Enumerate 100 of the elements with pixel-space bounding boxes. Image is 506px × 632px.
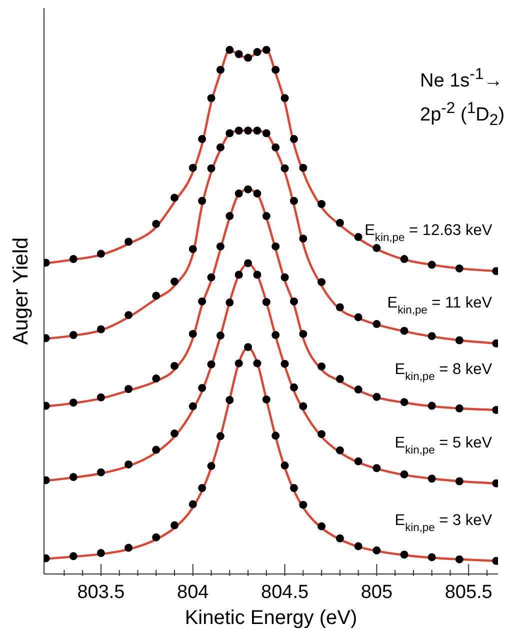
point (299, 330, 308, 338)
point (198, 484, 206, 492)
point (280, 94, 289, 102)
point (400, 550, 408, 559)
point (455, 264, 464, 272)
point (244, 185, 252, 194)
series-label: E$_{kin,pe}$ = 8 keV (394, 360, 493, 383)
point (336, 446, 344, 454)
point (290, 196, 298, 205)
point (372, 546, 381, 554)
point (234, 190, 243, 198)
point (152, 533, 160, 542)
point (336, 375, 344, 384)
point (96, 250, 105, 258)
point (96, 325, 105, 334)
point (336, 303, 344, 312)
point (96, 393, 105, 402)
point (299, 402, 308, 410)
point (354, 457, 362, 466)
point (226, 129, 234, 138)
point (428, 474, 436, 483)
point (272, 331, 280, 340)
point (234, 359, 243, 368)
point (318, 362, 326, 370)
point (226, 298, 234, 307)
point (280, 462, 289, 470)
point (244, 343, 252, 352)
series-label: E$_{kin,pe}$ = 11 keV (387, 294, 493, 316)
point (400, 255, 408, 264)
point (170, 362, 178, 370)
point (198, 384, 206, 392)
point (262, 212, 270, 220)
point (234, 126, 243, 135)
point (170, 278, 178, 286)
point (96, 468, 105, 476)
point (207, 94, 216, 102)
point (299, 500, 308, 509)
point (216, 66, 224, 74)
point (170, 521, 178, 530)
point (253, 190, 262, 198)
point (198, 297, 206, 306)
point (244, 54, 252, 62)
point (152, 292, 160, 300)
point (198, 135, 206, 144)
point (354, 233, 362, 242)
point (69, 552, 78, 560)
point (69, 398, 78, 407)
point (354, 386, 362, 394)
point (272, 66, 280, 74)
y-axis-title: Auger Yield (9, 237, 32, 345)
point (226, 46, 234, 54)
point (69, 255, 78, 264)
point (188, 245, 197, 254)
point (216, 143, 224, 152)
point (226, 396, 234, 404)
point (280, 164, 289, 172)
point (400, 470, 408, 478)
x-tick-label: 805.5 (444, 582, 492, 603)
point (262, 129, 270, 138)
point (299, 234, 308, 243)
point (372, 392, 381, 401)
point (455, 404, 464, 412)
point (216, 332, 224, 340)
point (280, 273, 289, 282)
point (318, 200, 326, 208)
point (207, 360, 216, 368)
series-label: E$_{kin,pe}$ = 3 keV (394, 512, 493, 534)
point (428, 553, 436, 562)
point (400, 326, 408, 335)
point (253, 359, 262, 368)
point (226, 212, 234, 220)
point (455, 477, 464, 486)
point (272, 242, 280, 250)
point (290, 484, 298, 492)
point (372, 320, 381, 328)
point (272, 432, 280, 440)
point (262, 298, 270, 306)
series-label: E$_{kin,pe}$ = 5 keV (394, 434, 493, 456)
point (290, 135, 298, 144)
point (253, 270, 262, 279)
x-tick-label: 804.5 (261, 582, 309, 603)
point (244, 259, 252, 268)
point (96, 549, 105, 558)
x-tick-label: 804 (177, 582, 210, 603)
point (207, 273, 216, 282)
point (272, 143, 280, 152)
point (124, 460, 133, 468)
point (198, 196, 206, 205)
point (124, 385, 133, 393)
x-tick-label: 805 (360, 582, 393, 603)
point (400, 398, 408, 406)
point (124, 544, 133, 552)
point (170, 194, 178, 202)
point (336, 534, 344, 542)
point (207, 462, 216, 470)
point (207, 164, 216, 172)
point (216, 242, 224, 250)
point (253, 48, 262, 56)
point (234, 270, 243, 279)
x-axis-title: Kinetic Energy (eV) (184, 607, 358, 629)
